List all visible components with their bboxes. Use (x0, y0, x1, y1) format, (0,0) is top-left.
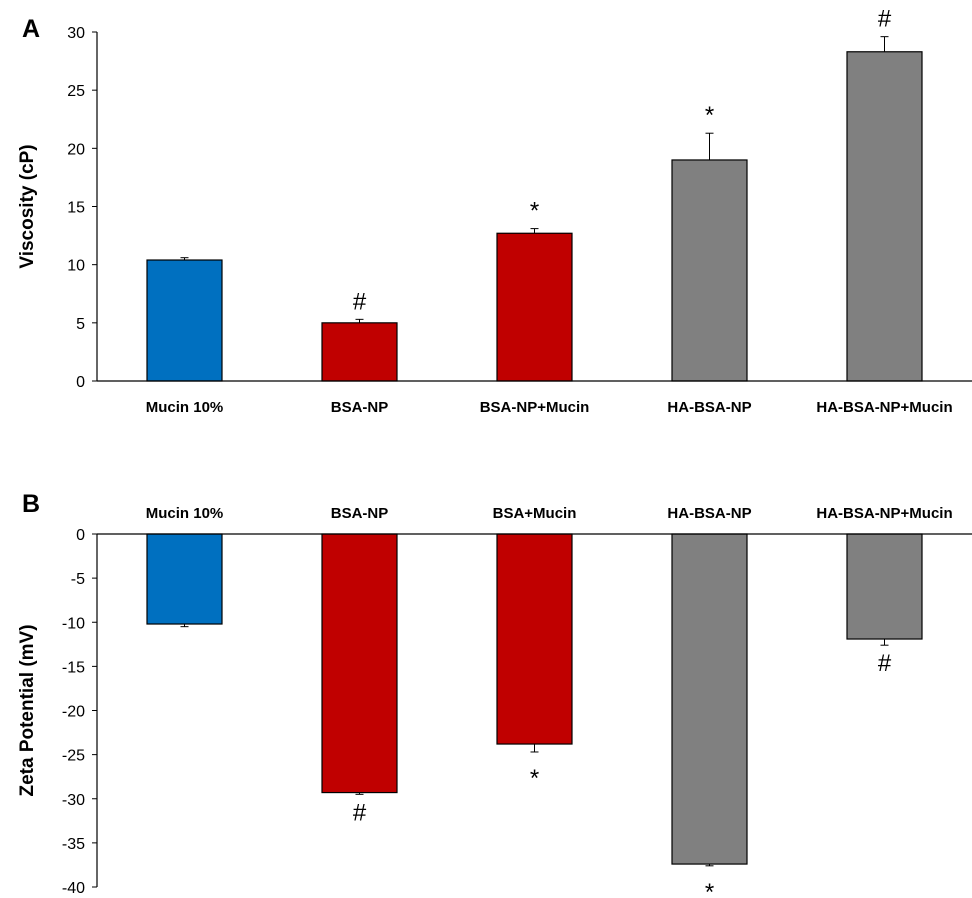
panel-b-bar (321, 533, 398, 794)
panel-b-letter: B (22, 490, 40, 518)
panel-b-y-tick-label: -30 (62, 792, 85, 809)
panel-a-category-label: Mucin 10% (146, 399, 224, 416)
panel-a-y-tick-label: 5 (76, 316, 85, 333)
panel-b-y-tick-label: -15 (62, 659, 85, 676)
panel-a-category-label: HA-BSA-NP (667, 399, 751, 416)
panel-a-category-label: HA-BSA-NP+Mucin (816, 399, 952, 416)
panel-b-y-tick-label: -5 (71, 571, 85, 588)
panel-b-y-tick-label: -40 (62, 880, 85, 897)
panel-b-category-label: BSA-NP (331, 505, 389, 522)
panel-a-significance-marker: * (530, 198, 539, 225)
panel-b-bar (846, 533, 923, 640)
panel-a-bar (846, 51, 923, 382)
panel-a-bar (321, 322, 398, 382)
panel-b-category-label: HA-BSA-NP (667, 505, 751, 522)
panel-b-category-label: HA-BSA-NP+Mucin (816, 505, 952, 522)
panel-a-significance-marker: # (353, 288, 367, 315)
panel-a-letter: A (22, 15, 40, 43)
panel-a-significance-marker: # (878, 6, 892, 33)
panel-b-significance-marker: # (878, 650, 892, 677)
panel-b-significance-marker: * (705, 879, 714, 898)
panel-a-significance-marker: * (705, 102, 714, 129)
panel-b-category-label: BSA+Mucin (493, 505, 577, 522)
panel-a-bar (671, 159, 748, 382)
panel-b-bar (671, 533, 748, 865)
panel-b-bar (496, 533, 573, 745)
panel-b-y-tick-label: 0 (76, 527, 85, 544)
panel-a-y-tick-label: 20 (67, 141, 85, 158)
panel-a-y-tick-label: 25 (67, 83, 85, 100)
panel-a-category-label: BSA-NP+Mucin (480, 399, 590, 416)
panel-b-significance-marker: # (353, 799, 367, 826)
panel-a-y-axis-title: Viscosity (cP) (17, 144, 38, 268)
panel-b-y-tick-label: -20 (62, 704, 85, 721)
panel-b-bar (146, 533, 223, 625)
panel-a-bar (496, 232, 573, 382)
panel-a-y-tick-label: 10 (67, 258, 85, 275)
panel-a-y-tick-label: 0 (76, 374, 85, 391)
panel-a-y-tick-label: 30 (67, 25, 85, 42)
panel-b-category-label: Mucin 10% (146, 505, 224, 522)
panel-a-category-label: BSA-NP (331, 399, 389, 416)
panel-b-y-axis-title: Zeta Potential (mV) (17, 624, 38, 796)
panel-b-y-tick-label: -35 (62, 836, 85, 853)
panel-b-chart: B Zeta Potential (mV) 0 -5 -10 -15 -20 -25 -30… (17, 490, 972, 898)
panel-a-y-tick-label: 15 (67, 200, 85, 217)
panel-b-y-tick-label: -10 (62, 615, 85, 632)
panel-a-bar (146, 259, 223, 382)
panel-a-chart: A Viscosity (cP) 0 5 10 15 20 25 30 Mucin 10% # B… (17, 6, 972, 416)
panel-b-significance-marker: * (530, 765, 539, 792)
panel-b-y-tick-label: -25 (62, 748, 85, 765)
